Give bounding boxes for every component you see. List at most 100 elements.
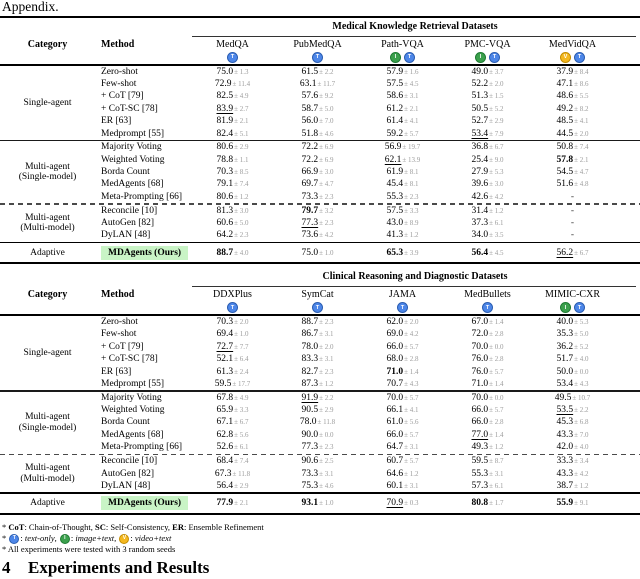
- score-value: 61.3: [216, 366, 234, 377]
- score-cell: 60.7± 5.7: [360, 455, 445, 467]
- score-value: 57.6: [301, 91, 319, 102]
- dataset-name: SymCat: [301, 289, 334, 301]
- score-stddev: ± 2.1: [574, 155, 589, 164]
- score-cell: -: [530, 217, 640, 229]
- method-cell: Majority Voting: [101, 142, 162, 153]
- score-stddev: ± 0.3: [404, 499, 419, 508]
- category-column-header: Category: [27, 39, 68, 50]
- score-value: 35.3: [556, 329, 574, 340]
- score-value: 78.0: [301, 341, 319, 352]
- text-modality-icon: T: [404, 51, 415, 63]
- category-label: Adaptive: [30, 247, 65, 258]
- score-value: 57.5: [386, 78, 404, 89]
- text-modality-icon: T: [574, 51, 585, 63]
- category-cell: Adaptive: [0, 498, 95, 509]
- score-cell: 59.5± 17.7: [190, 378, 275, 390]
- method-cell: Few-shot: [101, 329, 137, 340]
- score-stddev: ± 7.0: [319, 117, 334, 126]
- score-cell: 57.5± 4.5: [360, 78, 445, 90]
- table-bottom-rule: [0, 512, 640, 515]
- text-modality-icon: T: [9, 533, 20, 544]
- score-stddev: ± 11.8: [232, 469, 251, 478]
- section-divider: [0, 139, 640, 142]
- score-stddev: ± 2.0: [319, 342, 334, 351]
- dataset-name: Path-VQA: [381, 39, 424, 50]
- score-value: 88.7: [301, 317, 319, 328]
- score-stddev: ± 7.4: [574, 143, 589, 152]
- score-value: 60.7: [386, 456, 404, 467]
- dataset-name: MedVidQA: [548, 39, 597, 50]
- score-cell: 90.0± 0.0: [275, 429, 360, 441]
- score-value: 69.7: [301, 179, 319, 190]
- section-divider: [0, 390, 640, 392]
- score-value: 52.1: [216, 354, 234, 365]
- score-value: 70.0: [471, 341, 489, 352]
- score-cell: 61.4± 4.1: [360, 115, 445, 127]
- score-stddev: ± 4.9: [234, 393, 249, 402]
- text-modality-icon: T: [312, 302, 323, 314]
- table-group-title: Clinical Reasoning and Diagnostic Datase…: [322, 271, 508, 283]
- score-stddev: ± 5.0: [234, 219, 249, 228]
- score-stddev: ± 1.6: [404, 67, 419, 76]
- method-cell: Few-shot: [101, 78, 137, 89]
- score-cell: 36.2± 5.2: [530, 341, 640, 353]
- score-cell: 83.9± 2.7: [190, 103, 275, 115]
- score-value: 59.5: [214, 378, 232, 389]
- score-cell: 68.0± 2.8: [360, 353, 445, 365]
- score-cell: 66.0± 5.7: [445, 404, 530, 416]
- method-cell: Medprompt [55]: [101, 378, 165, 389]
- score-cell: 36.8± 6.7: [445, 141, 530, 153]
- score-stddev: ± 1.4: [489, 430, 504, 439]
- score-value: 49.0: [471, 66, 489, 77]
- score-cell: 80.6± 1.2: [190, 191, 275, 203]
- score-cell: 70.9± 0.3: [360, 497, 445, 509]
- score-value: 56.0: [301, 116, 319, 127]
- score-stddev: ± 6.7: [234, 418, 249, 427]
- score-value: 93.1: [301, 498, 319, 509]
- score-stddev: ± 2.2: [319, 67, 334, 76]
- score-cell: 67.8± 4.9: [190, 392, 275, 404]
- score-cell: 63.1± 11.7: [275, 78, 360, 90]
- score-stddev: ± 3.7: [489, 67, 504, 76]
- score-stddev: ± 2.2: [574, 405, 589, 414]
- score-stddev: ± 1.0: [234, 330, 249, 339]
- score-cell: 66.1± 4.1: [360, 404, 445, 416]
- score-stddev: ± 6.4: [234, 355, 249, 364]
- score-stddev: ± 2.1: [404, 104, 419, 113]
- score-stddev: ± 5.7: [404, 430, 419, 439]
- score-stddev: ± 1.2: [489, 206, 504, 215]
- score-value: 62.1: [384, 154, 402, 165]
- category-label: Multi-agent: [25, 212, 70, 223]
- table-section: Single-agent Zero-shot 70.3± 2.0 88.7± 2.3 6…: [0, 316, 640, 390]
- score-stddev: ± 13.9: [402, 155, 421, 164]
- score-value: 73.6: [301, 230, 319, 241]
- score-stddev: ± 4.6: [319, 481, 334, 490]
- score-stddev: ± 8.6: [574, 79, 589, 88]
- score-stddev: ± 6.1: [489, 219, 504, 228]
- score-value: 80.8: [471, 498, 489, 509]
- score-cell: 70.0± 0.0: [445, 341, 530, 353]
- score-cell: 40.0± 5.3: [530, 316, 640, 328]
- score-cell: 73.3± 2.3: [275, 191, 360, 203]
- score-value: 51.3: [471, 91, 489, 102]
- score-stddev: ± 3.2: [319, 206, 334, 215]
- score-stddev: ± 0.0: [489, 393, 504, 402]
- score-value: 52.6: [216, 442, 234, 453]
- score-value: 52.2: [471, 78, 489, 89]
- score-cell: 27.9± 5.3: [445, 166, 530, 178]
- table-section: Multi-agent (Single-model) Majority Voting…: [0, 141, 640, 203]
- score-stddev: ± 3.3: [234, 405, 249, 414]
- score-cell: 44.5± 2.0: [530, 128, 640, 140]
- score-value: 31.4: [471, 205, 489, 216]
- score-stddev: ± 1.1: [234, 155, 249, 164]
- score-value: 77.9: [216, 498, 234, 509]
- score-cell: 71.0± 1.4: [360, 366, 445, 378]
- table-top-rule: [0, 16, 640, 18]
- score-cell: 37.3± 6.1: [445, 217, 530, 229]
- text-modality-icon: T: [397, 302, 408, 314]
- score-value: 61.9: [386, 166, 404, 177]
- method-cell: Borda Count: [101, 166, 150, 177]
- score-cell: 70.0± 5.7: [360, 392, 445, 404]
- score-stddev: ± 4.3: [404, 379, 419, 388]
- score-stddev: ± 3.1: [404, 481, 419, 490]
